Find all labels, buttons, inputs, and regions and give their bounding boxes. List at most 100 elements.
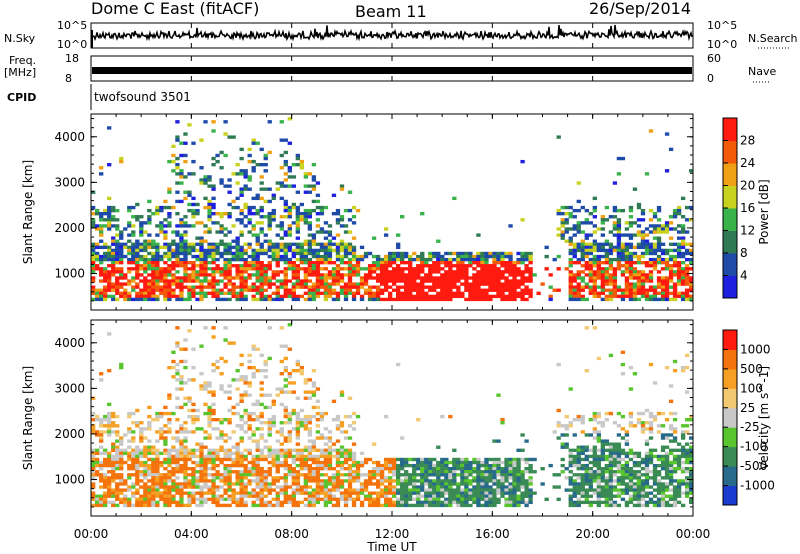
heatmap-cell <box>219 433 224 437</box>
heatmap-cell <box>283 172 288 176</box>
heatmap-cell <box>319 257 325 262</box>
heatmap-cell <box>504 294 509 299</box>
heatmap-cell <box>460 467 465 471</box>
heatmap-cell <box>568 251 573 256</box>
heatmap-cell <box>187 430 192 434</box>
heatmap-cell <box>452 282 457 286</box>
heatmap-cell <box>187 378 192 382</box>
heatmap-cell <box>343 454 349 459</box>
heatmap-cell <box>279 236 284 240</box>
heatmap-cell <box>155 267 160 271</box>
heatmap-cell <box>492 261 497 265</box>
heatmap-cell <box>115 467 120 471</box>
heatmap-cell <box>392 276 397 280</box>
heatmap-cell <box>556 288 561 292</box>
heatmap-cell <box>648 251 654 256</box>
heatmap-cell <box>311 448 317 452</box>
heatmap-cell <box>283 408 288 413</box>
heatmap-cell <box>432 288 437 292</box>
heatmap-cell <box>680 230 686 234</box>
heatmap-cell <box>251 248 256 253</box>
heatmap-cell <box>476 479 481 483</box>
heatmap-cell <box>468 291 473 295</box>
heatmap-cell <box>327 491 333 495</box>
heatmap-cell <box>223 251 228 256</box>
heatmap-cell <box>508 457 513 462</box>
heatmap-cell <box>179 457 184 462</box>
heatmap-cell <box>448 282 453 286</box>
heatmap-cell <box>416 497 421 501</box>
heatmap-cell <box>263 439 268 443</box>
heatmap-cell <box>115 218 120 222</box>
heatmap-cell <box>179 359 184 364</box>
heatmap-cell <box>428 467 433 471</box>
heatmap-cell <box>335 267 341 271</box>
heatmap-cell <box>319 433 325 437</box>
heatmap-cell <box>375 297 381 302</box>
heatmap-cell <box>311 460 317 465</box>
heatmap-cell <box>303 463 309 468</box>
heatmap-cell <box>203 267 208 271</box>
heatmap-cell <box>488 270 493 274</box>
heatmap-cell <box>432 463 437 468</box>
heatmap-cell <box>335 294 341 299</box>
heatmap-cell <box>444 485 449 489</box>
heatmap-cell <box>408 497 413 501</box>
heatmap-cell <box>279 387 284 391</box>
heatmap-cell <box>347 251 353 256</box>
heatmap-cell <box>620 291 626 295</box>
heatmap-cell <box>392 288 397 292</box>
heatmap-cell <box>203 454 208 459</box>
heatmap-cell <box>640 251 646 256</box>
heatmap-cell <box>195 208 200 213</box>
heatmap-cell <box>484 288 489 292</box>
heatmap-cell <box>335 457 341 462</box>
heatmap-cell <box>383 264 389 268</box>
heatmap-cell <box>584 470 589 474</box>
heatmap-cell <box>119 257 124 262</box>
heatmap-cell <box>404 254 409 259</box>
heatmap-cell <box>327 467 333 471</box>
heatmap-cell <box>319 279 325 283</box>
heatmap-cell <box>207 460 212 465</box>
heatmap-cell <box>183 338 188 342</box>
heatmap-cell <box>111 273 116 277</box>
heatmap-cell <box>311 187 317 191</box>
heatmap-cell <box>291 482 296 486</box>
heatmap-cell <box>480 264 485 268</box>
heatmap-cell <box>279 372 284 376</box>
heatmap-cell <box>291 500 296 505</box>
heatmap-cell <box>520 433 525 437</box>
heatmap-cell <box>412 476 417 480</box>
power-y-label: Slant Range [km] <box>21 160 35 264</box>
heatmap-cell <box>460 251 465 256</box>
heatmap-cell <box>331 248 337 253</box>
heatmap-cell <box>387 291 393 295</box>
heatmap-cell <box>636 205 642 210</box>
heatmap-cell <box>335 476 341 480</box>
heatmap-cell <box>227 248 232 253</box>
heatmap-cell <box>191 365 196 370</box>
heatmap-cell <box>472 485 477 489</box>
heatmap-cell <box>139 224 144 228</box>
heatmap-cell <box>452 270 457 274</box>
heatmap-cell <box>476 491 481 495</box>
heatmap-cell <box>351 282 357 286</box>
heatmap-cell <box>279 257 284 262</box>
heatmap-cell <box>383 463 389 468</box>
heatmap-cell <box>175 485 180 489</box>
heatmap-cell <box>584 208 589 213</box>
heatmap-cell <box>171 457 176 462</box>
heatmap-cell <box>576 199 581 204</box>
heatmap-cell <box>223 261 228 265</box>
heatmap-cell <box>243 494 248 498</box>
heatmap-cell <box>636 230 642 234</box>
heatmap-cell <box>227 276 232 280</box>
heatmap-cell <box>295 396 300 400</box>
heatmap-cell <box>323 485 329 489</box>
heatmap-cell <box>259 448 264 452</box>
heatmap-cell <box>283 488 288 492</box>
heatmap-cell <box>680 254 686 259</box>
heatmap-cell <box>223 248 228 253</box>
heatmap-cell <box>612 181 618 185</box>
